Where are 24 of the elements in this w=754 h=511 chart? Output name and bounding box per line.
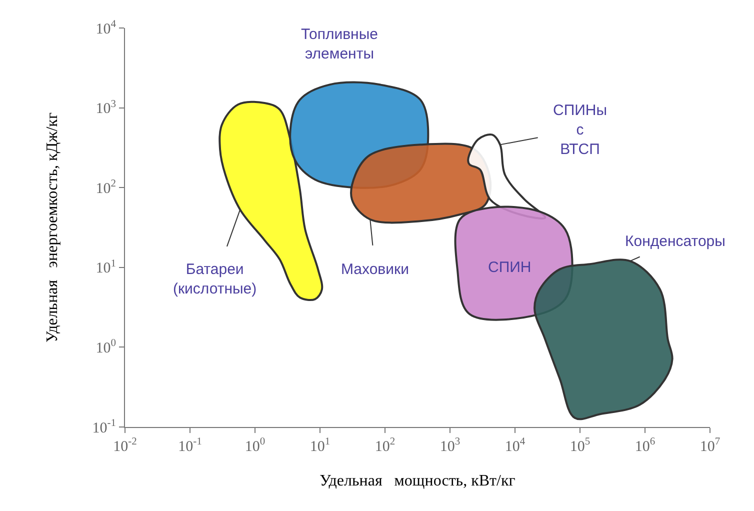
y-tick-label: 10$^{1}$ [96,258,116,277]
x-tick-label: 10$^{-2}$ [113,436,137,455]
x-tick-label: 10$^{7}$ [700,436,720,455]
series-label: Батареи (кислотные) [173,261,257,298]
x-tick-label: 10$^{-1}$ [178,436,202,455]
series-label: Конденсаторы [625,233,726,250]
y-tick-label: 10$^{2}$ [96,178,116,197]
y-tick-label: 10$^{3}$ [96,98,116,118]
legend-label: СПИНы с ВТСП [553,102,608,158]
series-label: Топливные элементы [301,26,378,62]
series-label: СПИН [488,259,532,276]
y-axis-title: Удельная энергоемкость, кДж/кг [44,112,62,343]
x-tick-label: 10$^{1}$ [310,436,330,455]
x-tick-label: 10$^{6}$ [634,436,656,455]
y-tick-label: 10$^{-1}$ [92,418,116,436]
x-tick-label: 10$^{5}$ [570,436,590,455]
text: Маховики [341,261,409,278]
x-tick-label: 10$^{4}$ [504,436,526,455]
y-tick-label: 10$^{0}$ [96,338,116,356]
x-tick-label: 10$^{2}$ [374,436,396,455]
y-tick-label: 10$^{4}$ [96,18,117,38]
x-tick-label: 10$^{3}$ [440,436,460,455]
x-tick-label: 10$^{0}$ [244,436,266,455]
x-axis-title: Удельная мощность, кВт/кг [320,472,516,490]
